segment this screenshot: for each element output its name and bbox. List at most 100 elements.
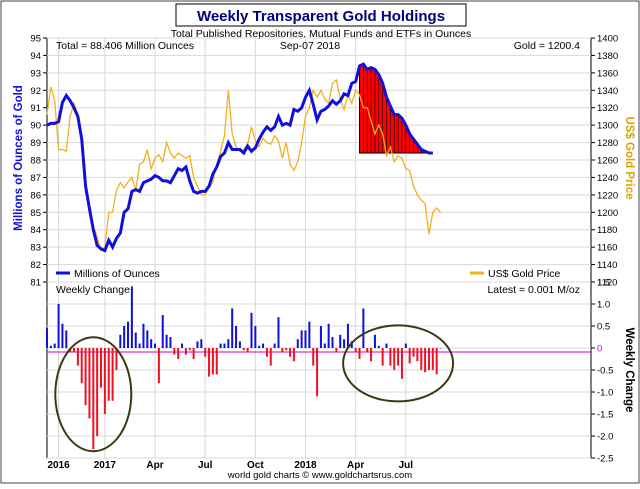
change-bar [169, 337, 172, 348]
change-bar [119, 334, 122, 348]
change-bar [377, 345, 380, 348]
change-bar [358, 348, 361, 359]
change-bar [100, 348, 103, 388]
right-tick-label: 1400 [597, 34, 618, 45]
change-bar [200, 339, 203, 348]
date-label: Sep-07 2018 [280, 40, 340, 52]
change-bar [130, 286, 133, 348]
change-bar [439, 348, 442, 349]
change-bar [346, 323, 349, 348]
change-tick-label: -2.0 [597, 432, 613, 443]
change-bar [269, 348, 272, 366]
change-bar [373, 334, 376, 348]
left-tick-label: 89 [30, 138, 41, 149]
weekly-change-axis-title: Weekly Change [623, 328, 635, 413]
change-bar [323, 343, 326, 348]
change-bar [84, 348, 87, 406]
change-bar [138, 343, 141, 348]
change-bar [254, 326, 257, 348]
x-tick-label: Apr [146, 460, 163, 471]
change-tick-label: 1.0 [597, 300, 610, 311]
chart-subtitle: Total Published Repositories, Mutual Fun… [171, 28, 472, 40]
change-bar [412, 348, 415, 357]
change-bar [292, 348, 295, 362]
change-bar [165, 334, 168, 348]
change-bar [173, 348, 176, 355]
change-tick-label: -0.5 [597, 366, 613, 377]
change-bar [96, 348, 99, 436]
change-bar [154, 343, 157, 348]
change-bar [262, 343, 265, 348]
right-tick-label: 1240 [597, 173, 618, 184]
change-bar [227, 339, 230, 348]
legend-gold-label: US$ Gold Price [488, 268, 561, 280]
x-tick-label: 2016 [47, 460, 70, 471]
change-bar [273, 343, 276, 348]
right-tick-label: 1120 [597, 278, 617, 289]
change-bar [150, 339, 153, 348]
change-bar [61, 323, 64, 348]
change-bar [308, 321, 311, 348]
change-bar [57, 304, 60, 348]
left-tick-label: 94 [30, 51, 41, 62]
change-bar [223, 343, 226, 348]
change-bar [196, 341, 199, 348]
weekly-change-bars [46, 286, 442, 450]
change-bar [250, 312, 253, 348]
left-tick-label: 83 [30, 243, 41, 254]
change-bar [177, 348, 180, 359]
change-bar [385, 343, 388, 348]
holdings-line [46, 62, 433, 253]
x-tick-label: 2018 [294, 460, 317, 471]
change-bar [242, 348, 245, 351]
left-tick-label: 87 [30, 173, 41, 184]
right-axis: 1120 1140 1160 1180 1200 1220 1240 1260 1280 1300… [591, 34, 618, 289]
highlight-ellipse [342, 324, 455, 403]
right-tick-label: 1160 [597, 243, 617, 254]
change-tick-label: 0 [597, 344, 602, 355]
change-bar [343, 339, 346, 348]
holdings-series [46, 62, 433, 253]
highlight-ellipse [54, 336, 133, 453]
total-ounces-label: Total = 88.406 Million Ounces [56, 40, 194, 52]
left-tick-label: 91 [30, 103, 41, 114]
gold-price-line [46, 78, 442, 252]
change-tick-label: 0.5 [597, 322, 610, 333]
change-bar [73, 348, 76, 353]
left-tick-label: 93 [30, 68, 41, 79]
left-tick-label: 88 [30, 156, 41, 167]
change-bar [80, 348, 83, 384]
change-bar [431, 348, 434, 370]
change-bar [134, 332, 137, 348]
change-bar [362, 308, 365, 348]
right-tick-label: 1260 [597, 156, 618, 167]
right-tick-label: 1320 [597, 103, 618, 114]
change-bar [235, 326, 238, 348]
change-bar [435, 348, 438, 375]
change-bar [123, 326, 126, 348]
change-bar [416, 348, 419, 362]
change-bar [339, 334, 342, 348]
change-bar [181, 343, 184, 348]
change-bar [354, 348, 357, 353]
change-bar [211, 348, 214, 375]
gold-price-series [46, 78, 442, 252]
change-bar [184, 348, 187, 355]
left-axis: 81 82 83 84 85 86 87 88 89 90 91 92 93 94 95 [30, 34, 47, 289]
change-bar [46, 328, 48, 348]
chart-title: Weekly Transparent Gold Holdings [197, 8, 445, 25]
change-bar [204, 348, 207, 357]
change-bar [389, 348, 392, 366]
change-bar [350, 341, 353, 348]
left-axis-title: Millions of Ounces of Gold [13, 85, 25, 231]
change-bar [400, 348, 403, 379]
change-bar [312, 348, 315, 366]
left-tick-label: 84 [30, 225, 41, 236]
change-bar [300, 330, 303, 348]
left-tick-label: 86 [30, 190, 41, 201]
change-bar [215, 348, 218, 375]
right-tick-label: 1300 [597, 121, 618, 132]
x-tick-label: Jul [198, 460, 213, 471]
change-bar [397, 348, 400, 366]
change-bar [316, 348, 319, 397]
